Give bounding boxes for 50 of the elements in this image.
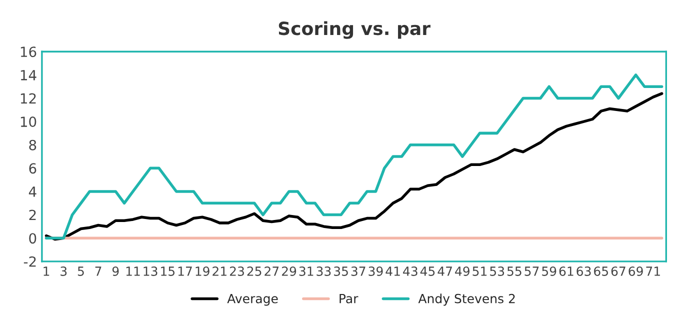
y-tick-label: 14: [20, 70, 36, 80]
x-tick-label: 1: [44, 266, 50, 276]
x-tick-label: 7: [95, 266, 102, 276]
legend-label: Andy Stevens 2: [418, 294, 515, 306]
y-tick-label: 10: [20, 116, 36, 128]
x-tick-label: 69: [628, 266, 643, 276]
y-tick-label: 16: [20, 46, 36, 58]
x-tick-label: 51: [472, 266, 487, 276]
x-tick-label: 9: [112, 266, 119, 276]
x-tick-label: 59: [542, 266, 556, 276]
y-tick-label: 12: [20, 93, 36, 104]
y-tick-label: 2: [29, 210, 36, 220]
x-tick-label: 17: [178, 266, 192, 276]
x-tick-label: 35: [334, 266, 348, 276]
x-tick-label: 43: [403, 266, 418, 276]
x-tick-label: 37: [351, 266, 366, 276]
chart-title: Scoring vs. par: [278, 21, 430, 39]
x-tick-label: 57: [524, 266, 539, 276]
y-tick-label: 8: [29, 140, 36, 150]
x-tick-label: 19: [196, 266, 210, 276]
x-tick-label: 53: [490, 266, 504, 276]
x-tick-label: 23: [230, 266, 244, 276]
legend-label: Average: [227, 294, 278, 306]
x-tick-label: 31: [299, 266, 314, 276]
x-tick-label: 45: [420, 266, 435, 276]
x-tick-label: 39: [368, 266, 383, 276]
x-tick-label: 63: [576, 266, 591, 276]
x-tick-label: 3: [60, 266, 67, 276]
x-tick-label: 61: [559, 266, 574, 276]
x-tick-label: 33: [316, 266, 331, 276]
y-tick-label: 6: [29, 163, 36, 174]
y-tick-label: 0: [29, 233, 36, 244]
legend-label: Par: [340, 294, 358, 304]
x-tick-label: 13: [144, 266, 158, 276]
x-tick-label: 71: [646, 266, 660, 276]
x-tick-label: 5: [78, 266, 84, 276]
x-tick-label: 29: [282, 266, 296, 276]
y-tick-label: 4: [28, 186, 36, 197]
y-tick-label: -2: [24, 256, 36, 267]
x-tick-label: 65: [594, 266, 608, 276]
x-tick-label: 41: [386, 266, 400, 276]
x-tick-label: 67: [611, 266, 626, 276]
x-tick-label: 27: [264, 266, 279, 276]
x-tick-label: 55: [507, 266, 522, 276]
x-tick-label: 21: [212, 266, 226, 276]
x-tick-label: 15: [161, 266, 175, 276]
x-tick-label: 47: [438, 266, 452, 276]
x-tick-label: 11: [126, 266, 140, 276]
x-tick-label: 25: [247, 266, 262, 276]
x-tick-label: 49: [455, 266, 470, 276]
